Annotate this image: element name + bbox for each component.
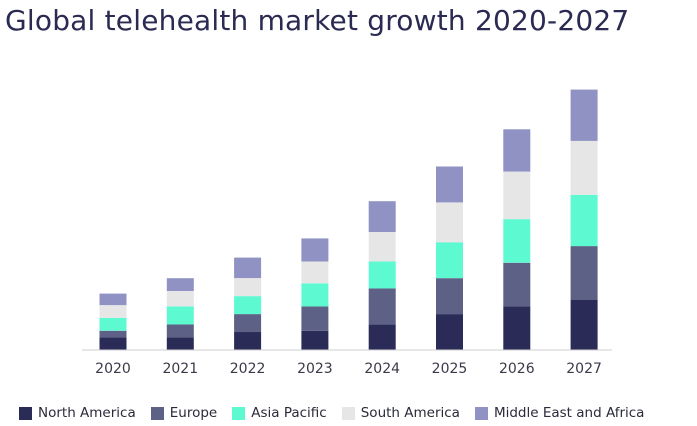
bar-2025-series-3 xyxy=(436,202,463,243)
bar-2022-series-3 xyxy=(234,278,262,297)
x-tick-label: 2026 xyxy=(499,361,535,377)
bar-2023-series-0 xyxy=(301,330,329,350)
legend-label: North America xyxy=(38,405,136,421)
bar-2021-series-2 xyxy=(166,306,194,325)
x-tick-label: 2025 xyxy=(432,361,468,377)
bar-2025-series-0 xyxy=(436,314,463,350)
legend-item: Europe xyxy=(150,405,218,421)
bar-2023-series-1 xyxy=(301,306,329,331)
bar-2027-series-2 xyxy=(570,194,598,247)
bar-2021-series-1 xyxy=(166,324,194,338)
bar-2022-series-0 xyxy=(234,332,262,350)
x-tick-labels: 2020 2021 2022 2023 2024 2025 2026 2027 xyxy=(95,361,602,377)
x-tick-label: 2027 xyxy=(566,361,602,377)
bar-2025-series-1 xyxy=(436,278,463,315)
bar-2026-series-4 xyxy=(503,129,531,172)
bar-2020-series-4 xyxy=(99,293,127,306)
legend-label: South America xyxy=(360,405,460,421)
legend-swatch xyxy=(341,406,355,420)
bar-2021-series-0 xyxy=(166,337,194,350)
legend-label: Asia Pacific xyxy=(251,405,327,421)
bar-2026-series-2 xyxy=(503,219,531,263)
legend-item: Middle East and Africa xyxy=(474,405,645,421)
bar-2022-series-4 xyxy=(234,257,262,279)
bar-2024-series-3 xyxy=(368,232,396,262)
bars-group xyxy=(99,89,598,350)
bar-2027-series-0 xyxy=(570,300,598,350)
legend-swatch xyxy=(150,406,164,420)
bar-2020-series-1 xyxy=(99,330,127,338)
x-tick-label: 2022 xyxy=(230,361,266,377)
bar-2024-series-2 xyxy=(368,261,396,289)
x-tick-label: 2021 xyxy=(162,361,198,377)
bar-2026-series-0 xyxy=(503,306,531,350)
legend-item: South America xyxy=(341,405,460,421)
bar-2020-series-3 xyxy=(99,305,127,318)
legend-item: Asia Pacific xyxy=(232,405,327,421)
bar-2027-series-1 xyxy=(570,246,598,300)
bar-2024-series-4 xyxy=(368,201,396,232)
legend-swatch xyxy=(474,406,488,420)
legend-label: Europe xyxy=(169,405,218,421)
legend-swatch xyxy=(19,406,32,420)
legend-item: North America xyxy=(19,405,136,421)
bar-2023-series-3 xyxy=(301,261,329,284)
bar-2026-series-1 xyxy=(503,262,531,307)
bar-2025-series-4 xyxy=(436,166,463,203)
bar-2020-series-0 xyxy=(99,337,127,350)
bar-2027-series-3 xyxy=(570,140,598,195)
bar-2021-series-3 xyxy=(166,291,194,307)
bar-2027-series-4 xyxy=(570,89,598,141)
legend-label: Middle East and Africa xyxy=(493,405,645,421)
bar-2022-series-2 xyxy=(234,296,262,315)
legend: North America Europe Asia Pacific South Ame… xyxy=(19,405,659,421)
chart-title: Global telehealth market growth 2020-202… xyxy=(5,4,630,37)
bar-2026-series-3 xyxy=(503,171,531,220)
x-tick-label: 2024 xyxy=(364,361,400,377)
bar-2023-series-2 xyxy=(301,283,329,307)
bar-2023-series-4 xyxy=(301,238,329,262)
x-tick-label: 2023 xyxy=(297,361,333,377)
bar-2020-series-2 xyxy=(99,317,127,331)
x-tick-label: 2020 xyxy=(95,361,131,377)
bar-2024-series-0 xyxy=(368,324,396,350)
bar-2024-series-1 xyxy=(368,288,396,325)
bar-2025-series-2 xyxy=(436,242,463,279)
bar-2021-series-4 xyxy=(166,278,194,291)
bar-2022-series-1 xyxy=(234,314,262,333)
legend-swatch xyxy=(232,406,246,420)
